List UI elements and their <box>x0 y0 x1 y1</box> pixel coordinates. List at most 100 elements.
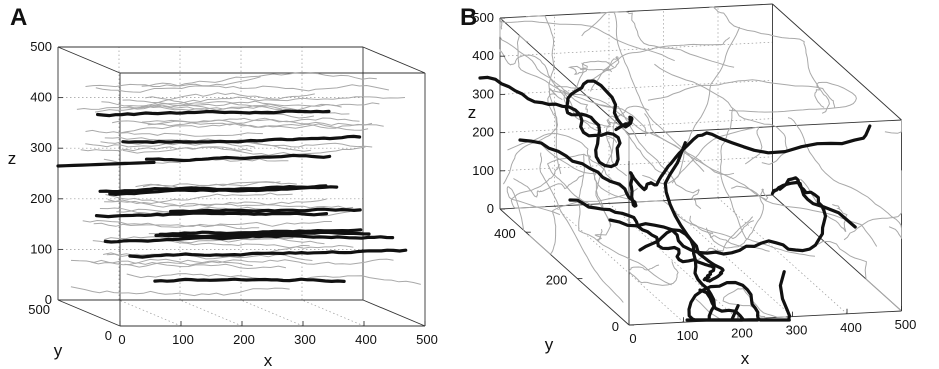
y-tick-label: 200 <box>546 273 568 288</box>
background-path <box>705 185 769 249</box>
z-tick-label: 300 <box>472 86 494 101</box>
background-path <box>104 136 312 152</box>
z-tick-label: 500 <box>472 10 494 25</box>
grid-line <box>554 205 684 323</box>
background-path <box>104 200 354 209</box>
background-path <box>103 236 294 244</box>
grid-line <box>301 299 365 327</box>
background-path <box>85 129 263 137</box>
x-tick-label: 200 <box>233 332 255 347</box>
x-tick-label: 100 <box>677 328 699 343</box>
background-path <box>656 200 754 240</box>
z-tick-label: 0 <box>45 292 52 307</box>
highlighted-path <box>169 207 362 214</box>
highlighted-path <box>144 153 332 163</box>
background-path <box>70 259 287 270</box>
background-path <box>101 92 315 107</box>
background-path <box>513 174 584 198</box>
highlighted-path <box>518 124 872 208</box>
x-tick-label: 100 <box>172 332 194 347</box>
background-path <box>525 15 562 175</box>
background-path <box>556 56 620 89</box>
background-path <box>671 126 763 184</box>
z-tick-label: 300 <box>30 140 52 155</box>
background-path <box>82 219 260 230</box>
background-path <box>549 88 735 176</box>
background-path <box>567 60 614 75</box>
background-path <box>581 11 735 68</box>
highlighted-path <box>568 141 725 283</box>
background-path <box>502 93 559 185</box>
y-tick-label: 0 <box>105 328 112 343</box>
background-path <box>642 26 741 185</box>
panel-b: B 0 100 200 300 400 500 0 100 200 300 400 500 0 200 40… <box>460 0 939 369</box>
background-path <box>135 181 297 189</box>
grid-line <box>717 197 848 315</box>
background-path <box>103 244 310 260</box>
z-axis-label: z <box>468 103 477 122</box>
background-path <box>94 105 314 119</box>
grid-line <box>499 41 773 57</box>
background-path <box>590 37 731 92</box>
background-path <box>654 63 788 165</box>
background-path <box>70 286 290 297</box>
a-box-edge <box>362 46 426 74</box>
y-tick-label: 400 <box>494 226 516 241</box>
x-tick-label: 300 <box>294 332 316 347</box>
z-tick-label: 500 <box>30 39 52 54</box>
highlighted-path <box>96 109 331 118</box>
highlighted-path <box>687 270 791 322</box>
background-path <box>107 192 293 205</box>
z-tick-label: 100 <box>472 163 494 178</box>
z-tick-label: 100 <box>30 241 52 256</box>
highlighted-path <box>128 248 408 259</box>
grid-line <box>179 299 243 327</box>
a-box-edge <box>57 299 121 327</box>
background-path <box>647 79 836 108</box>
background-path <box>122 99 283 111</box>
panel-a-letter: A <box>10 4 28 31</box>
background-path <box>118 123 369 134</box>
grid-line <box>608 203 739 320</box>
background-path <box>578 153 672 286</box>
z-tick-label: 0 <box>487 201 494 216</box>
y-tick-label: 0 <box>612 319 619 334</box>
highlighted-path <box>56 160 156 168</box>
background-path <box>500 20 675 62</box>
background-path <box>93 221 332 228</box>
x-tick-label: 400 <box>840 320 862 335</box>
background-path <box>126 96 406 109</box>
background-path <box>546 153 627 210</box>
panel-a: A 0 100 200 300 400 500 0 100 200 300 400 500 0 500 x y… <box>0 0 460 369</box>
highlighted-path <box>94 211 329 219</box>
grid-line <box>663 200 793 317</box>
b-box-edge <box>628 119 902 135</box>
z-tick-label: 400 <box>30 90 52 105</box>
z-axis-label: z <box>8 149 17 168</box>
highlighted-path <box>103 234 395 244</box>
background-path <box>85 141 255 148</box>
z-tick-label: 200 <box>30 191 52 206</box>
background-path <box>884 120 902 134</box>
x-tick-label: 500 <box>895 317 917 332</box>
background-path <box>141 117 384 127</box>
background-path <box>720 107 816 257</box>
background-path <box>689 215 770 252</box>
background-path <box>817 240 902 311</box>
y-tick-label: 500 <box>28 302 50 317</box>
panel-b-letter: B <box>460 4 478 31</box>
background-path <box>528 187 638 255</box>
grid-line <box>499 156 773 172</box>
background-path <box>539 152 624 303</box>
background-path <box>124 258 394 268</box>
z-tick-label: 200 <box>472 125 494 140</box>
background-path <box>709 6 830 114</box>
y-axis-label: y <box>545 335 554 354</box>
grid-line <box>499 80 773 95</box>
x-tick-label: 0 <box>118 332 125 347</box>
background-path <box>510 164 561 209</box>
x-tick-label: 200 <box>731 325 753 340</box>
background-path <box>95 84 390 93</box>
x-axis-label: x <box>741 349 750 368</box>
